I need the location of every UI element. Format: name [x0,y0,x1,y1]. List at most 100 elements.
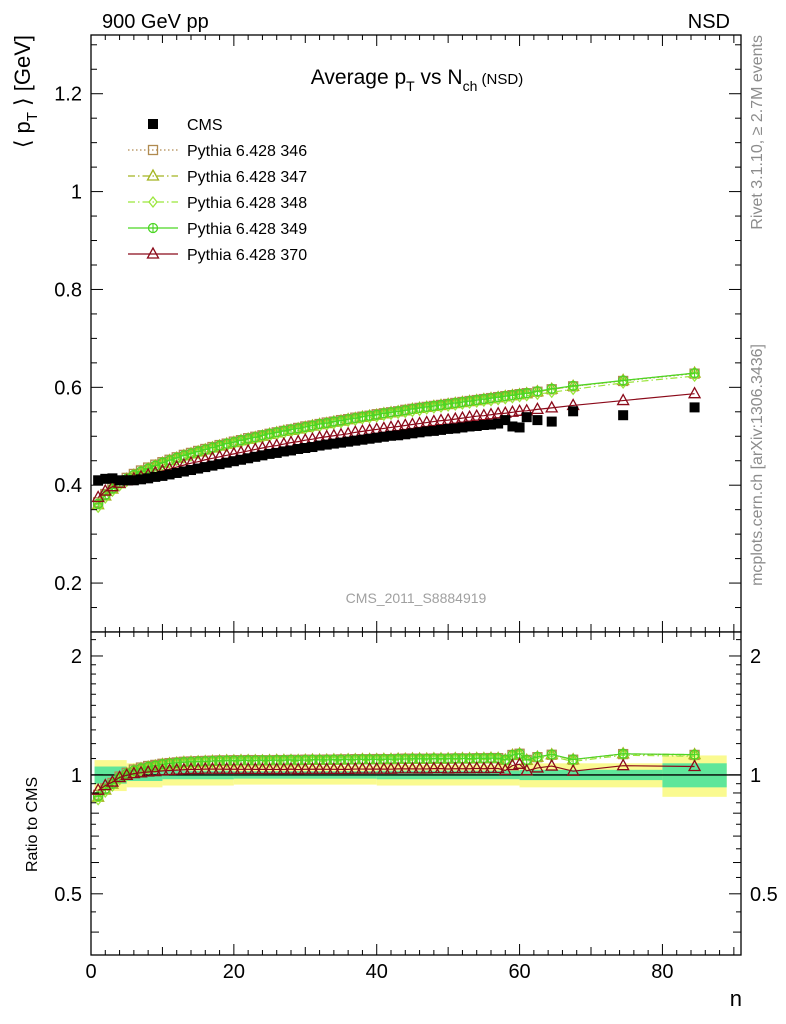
series-370-point [448,411,462,424]
ratio-axes-frame [90,631,742,956]
ratio-y-tick-label-right: 0.5 [750,884,778,906]
cms-data-point [171,467,182,478]
cms-data-point [164,469,175,480]
series-370-ratio-point [412,761,427,774]
series-349-point [689,367,700,379]
rivet-version-label: Rivet 3.1.10, ≥ 2.7M events [749,35,766,230]
main-panel: 0.20.40.60.811.2 Average pT vs Nch (NSD)… [10,34,742,633]
cms-data-point [243,453,254,464]
cms-data-point [278,446,289,457]
cms-data-point [507,421,518,432]
series-370-ratio-point [212,761,227,774]
cms-data-point [378,431,389,442]
cms-data-point [500,415,511,426]
y-axis-label: ⟨ pT ⟩ [GeV] [10,35,41,148]
cms-data-point [100,473,111,484]
main-plot-frame [91,35,741,632]
series-370-point [427,414,441,427]
cms-data-point [264,448,275,459]
cms-data-point [114,475,125,486]
series-370-ratio-point [255,762,270,775]
series-370-ratio-point [377,761,391,774]
series-348-point [100,491,111,504]
cms-data-point [221,457,232,468]
cms-data-point [457,422,468,433]
series-370-ratio-point [184,762,198,775]
series-370-ratio-point [191,762,205,775]
series-370-ratio-point [398,761,412,774]
series-370-ratio-point [505,758,520,771]
legend-label: Pythia 6.428 370 [187,247,307,264]
series-370-ratio-point [566,763,580,776]
series-370-ratio-point [341,762,355,775]
series-370-point [616,393,630,406]
cms-data-point [486,419,496,430]
series-370-ratio [91,756,702,795]
series-348-ratio-point [93,793,103,806]
series-370-ratio-point [155,763,170,776]
cms-data-point [357,434,368,445]
series-370-ratio-point [455,761,470,774]
cms-data-point [371,432,382,443]
x-axis-label: n [730,986,742,1011]
cms-data-point [200,462,211,473]
y-tick-label: 1 [71,182,82,204]
cms-data-point [321,439,332,450]
series-370-ratio-point [512,756,527,769]
cms-data-point [257,450,268,461]
series-370-ratio-point [530,760,545,773]
series-370-ratio-point [470,761,484,774]
x-tick-label: 80 [651,961,673,983]
legend-label: Pythia 6.428 348 [187,195,307,212]
y-tick-label: 0.4 [54,475,82,497]
series-370-ratio-point [162,763,177,776]
series-370-ratio-point [462,761,477,774]
cms-data-point [546,416,557,427]
y-tick-label: 0.6 [54,377,82,399]
series-370-ratio-point [270,762,284,775]
y-tick-label: 0.8 [54,279,82,301]
y-tick-label: 1.2 [54,84,82,106]
series-348-point [93,501,103,514]
ratio-y-tick-label: 1 [71,765,82,787]
legend-item: Pythia 6.428 370 [128,246,307,264]
legend-item: Pythia 6.428 348 [128,195,307,212]
cms-data-point [421,426,432,437]
cms-data-point [136,474,146,485]
series-349-point [92,498,104,509]
cms-data-point [236,454,246,465]
title-part-a: Average p [311,66,406,89]
analysis-id-label: CMS_2011_S8884919 [346,590,487,606]
legend-marker [146,246,160,259]
ratio-y-axis-label: Ratio to CMS [24,777,41,872]
series-370-ratio-point [312,761,327,774]
series-370-ratio-point [127,766,141,779]
series-370-ratio-point [687,759,702,772]
series-370-ratio-point [405,761,420,774]
series-370-ratio-point [477,761,491,774]
cms-data-point [300,443,311,454]
cms-data-point [450,423,461,434]
cms-data-point [93,475,104,486]
cms-data-point [393,430,404,441]
series-370-ratio-point [234,761,248,774]
series-370-ratio-point [134,765,148,778]
header-left-label: 900 GeV pp [102,11,209,33]
cms-data-point [214,459,225,470]
cms-data-point [157,470,168,481]
series-349-point [321,417,332,429]
series-370-point [91,490,105,503]
ratio-y-tick-label-right: 2 [750,646,761,668]
series-349-point [357,411,368,422]
series-370-ratio-point [484,761,498,774]
series-349-point [567,380,579,392]
y-tick-label: 0.2 [54,573,82,595]
series-349-point [500,390,511,402]
legend-marker [146,168,160,181]
series-370-ratio-point [205,761,220,774]
cms-data-point [414,427,425,438]
series-370-point [687,386,702,399]
series-370-ratio-point [198,761,212,774]
legend-label: Pythia 6.428 346 [187,143,307,160]
